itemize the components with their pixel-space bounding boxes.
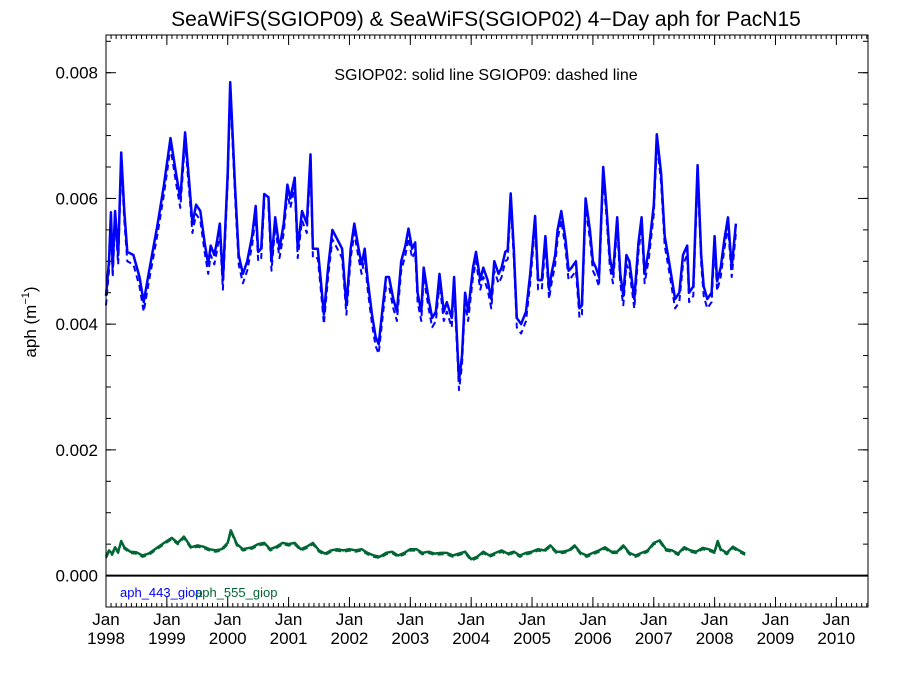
series-dashed-line-aph_555_giop: [105, 530, 746, 562]
x-tick-month: Jan: [518, 610, 545, 629]
line-style-note: SGIOP02: solid line SGIOP09: dashed line: [334, 67, 637, 84]
x-tick-year: 1999: [148, 629, 186, 648]
x-tick-month: Jan: [701, 610, 728, 629]
x-tick-year: 2000: [209, 629, 247, 648]
x-tick-month: Jan: [336, 610, 363, 629]
y-axis-label-close: ): [21, 286, 40, 292]
x-tick-year: 2008: [696, 629, 734, 648]
x-tick-month: Jan: [275, 610, 302, 629]
series-dashed-line-aph_443_giop: [105, 90, 737, 392]
x-tick-month: Jan: [92, 610, 119, 629]
x-tick-year: 2007: [635, 629, 673, 648]
y-tick-label: 0.000: [55, 567, 98, 586]
x-tick-year: 1998: [87, 629, 125, 648]
y-tick-label: 0.006: [55, 189, 98, 208]
y-tick-label: 0.008: [55, 64, 98, 83]
x-tick-month: Jan: [640, 610, 667, 629]
plot-frame: [105, 34, 869, 608]
y-tick-label: 0.002: [55, 441, 98, 460]
y-tick-label: 0.004: [55, 315, 98, 334]
x-tick-month: Jan: [397, 610, 424, 629]
legend-label-aph_443_giop: aph_443_giop: [120, 585, 202, 600]
series-line-aph_555_giop: [104, 529, 746, 561]
x-tick-year: 2001: [270, 629, 308, 648]
x-tick-year: 2003: [391, 629, 429, 648]
x-tick-year: 2004: [452, 629, 490, 648]
x-tick-year: 2002: [331, 629, 369, 648]
x-tick-month: Jan: [214, 610, 241, 629]
y-axis-label-text: aph (m: [21, 305, 40, 358]
svg-text:aph (m−1): aph (m−1): [20, 286, 40, 357]
x-tick-month: Jan: [823, 610, 850, 629]
plot-area: [104, 80, 868, 577]
x-tick-month: Jan: [762, 610, 789, 629]
x-tick-year: 2006: [574, 629, 612, 648]
x-tick-month: Jan: [579, 610, 606, 629]
axes: 0.0000.0020.0040.0060.008Jan1998Jan1999J…: [55, 34, 869, 648]
y-axis-label-sup: −1: [20, 292, 32, 305]
x-tick-month: Jan: [457, 610, 484, 629]
legend-label-aph_555_giop: aph_555_giop: [195, 585, 277, 600]
x-tick-year: 2010: [817, 629, 855, 648]
x-tick-month: Jan: [153, 610, 180, 629]
chart-title: SeaWiFS(SGIOP09) & SeaWiFS(SGIOP02) 4−Da…: [171, 8, 801, 31]
x-tick-year: 2005: [513, 629, 551, 648]
y-axis-label: aph (m−1): [20, 286, 40, 357]
x-tick-year: 2009: [757, 629, 795, 648]
